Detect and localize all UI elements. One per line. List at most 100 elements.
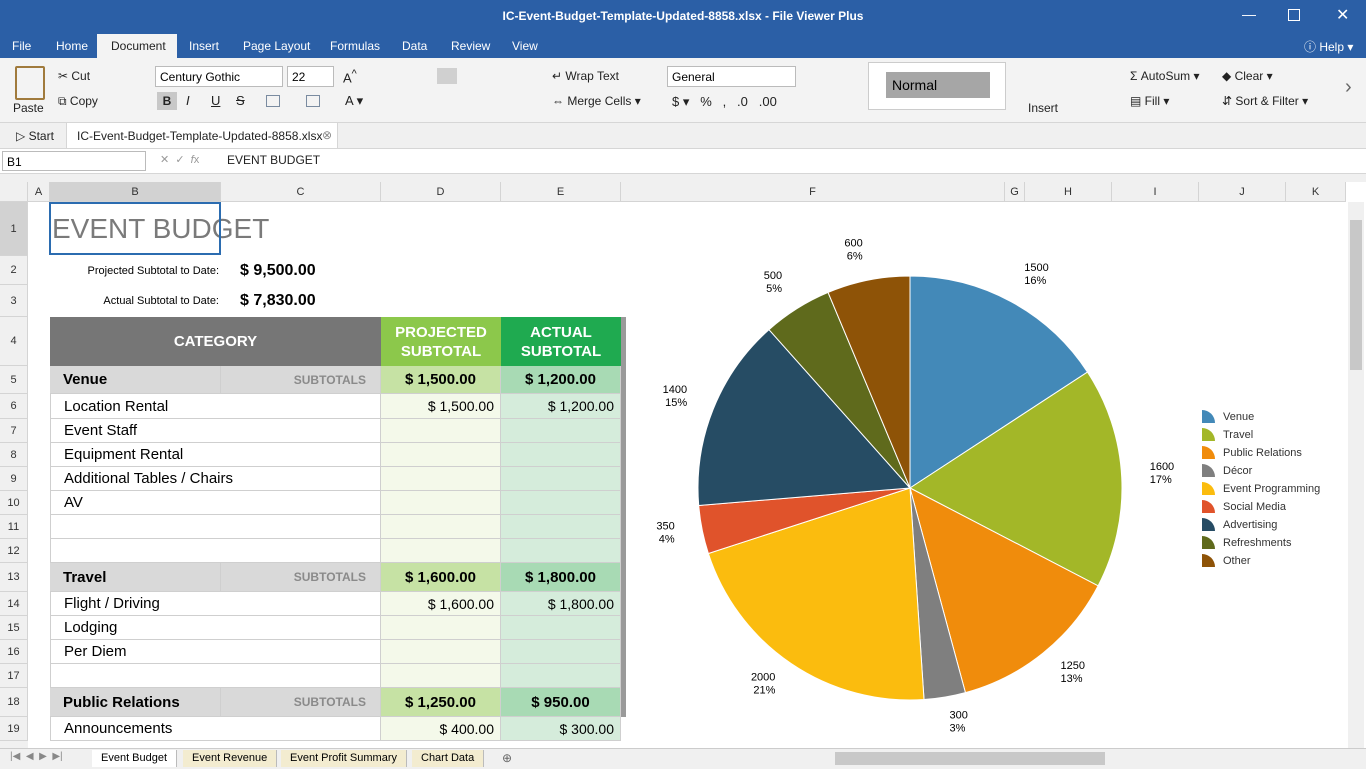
- legend-swatch: [1202, 518, 1215, 531]
- clear-button[interactable]: ◆ Clear ▾: [1222, 69, 1273, 83]
- number-format-select[interactable]: General: [667, 66, 796, 87]
- add-sheet[interactable]: ⊕: [502, 751, 513, 765]
- italic-button[interactable]: I: [186, 93, 190, 108]
- sheet-tab[interactable]: Event Profit Summary: [281, 750, 407, 767]
- document-tabs: ▷ Start IC-Event-Budget-Template-Updated…: [0, 123, 1366, 149]
- legend-label: Refreshments: [1223, 537, 1292, 549]
- legend-label: Venue: [1223, 411, 1254, 423]
- data-label-value: 500: [764, 270, 782, 282]
- paste-label[interactable]: Paste: [13, 101, 44, 115]
- splitter: [0, 174, 1366, 182]
- minimize-button[interactable]: —: [1242, 6, 1256, 22]
- fill-label: Fill: [1144, 94, 1160, 108]
- active-tab-bg: [97, 34, 177, 58]
- font-color-button[interactable]: A ▾: [345, 93, 364, 108]
- data-label-percent: 15%: [665, 397, 687, 409]
- sheet-nav[interactable]: |◀ ◀ ▶ ▶|: [10, 751, 63, 762]
- data-label-percent: 5%: [766, 283, 782, 295]
- maximize-button[interactable]: [1288, 9, 1300, 21]
- data-label-value: 350: [656, 520, 674, 532]
- percent-sign: %: [766, 685, 776, 697]
- underline-button[interactable]: U: [211, 93, 221, 108]
- pie-slice: [827, 275, 911, 489]
- sheet-tab[interactable]: Event Revenue: [183, 750, 278, 767]
- start-tab[interactable]: ▷ Start: [16, 129, 54, 143]
- legend-swatch: [1202, 554, 1215, 567]
- menu-tab[interactable]: File: [12, 39, 32, 53]
- help-menu[interactable]: ⓘ Help ▾: [1304, 40, 1354, 54]
- pie-slice: [707, 487, 925, 701]
- sort-filter-button[interactable]: ⇵ Sort & Filter ▾: [1222, 94, 1309, 108]
- menu-tab[interactable]: Formulas: [330, 39, 381, 53]
- data-label-percent: 3%: [950, 723, 966, 735]
- number-format-buttons[interactable]: $ ▾ % , .0 .00: [672, 94, 777, 109]
- grow-font[interactable]: A^: [343, 68, 357, 86]
- menu-tab[interactable]: Home: [56, 39, 89, 53]
- copy-button[interactable]: ⧉ Copy: [58, 94, 98, 108]
- bold-button[interactable]: B: [157, 92, 177, 110]
- data-label-value: 1400: [663, 384, 687, 396]
- menu-tab[interactable]: View: [512, 39, 538, 53]
- legend-swatch: [1202, 464, 1215, 477]
- legend-label: Other: [1223, 555, 1251, 567]
- data-label-value: 1250: [1061, 660, 1085, 672]
- data-label-percent: 16%: [1024, 275, 1046, 287]
- menu-tab[interactable]: Data: [402, 39, 428, 53]
- sort-label: Sort & Filter: [1235, 94, 1299, 108]
- formula-content[interactable]: EVENT BUDGET: [227, 153, 321, 167]
- percent-sign: %: [853, 251, 863, 263]
- fill-color-button[interactable]: [306, 95, 320, 107]
- fill-button[interactable]: ▤ Fill ▾: [1130, 94, 1170, 108]
- menu-tab[interactable]: Document: [111, 39, 166, 53]
- data-label-value: 300: [950, 710, 968, 722]
- wrap-text-button[interactable]: ↵ Wrap Text: [552, 69, 619, 83]
- style-normal[interactable]: Normal: [886, 72, 990, 98]
- sheet-tab[interactable]: Chart Data: [412, 750, 485, 767]
- legend-label: Event Programming: [1223, 483, 1320, 495]
- legend-swatch: [1202, 446, 1215, 459]
- legend-label: Advertising: [1223, 519, 1277, 531]
- data-label-percent: 4%: [659, 533, 675, 545]
- cut-label: Cut: [71, 69, 91, 83]
- file-tab-label: IC-Event-Budget-Template-Updated-8858.xl…: [77, 129, 323, 143]
- h-scrollbar[interactable]: [835, 752, 1105, 765]
- pie-slice: [909, 371, 1123, 587]
- align-middle-button[interactable]: [437, 68, 457, 84]
- copy-label: Copy: [69, 94, 98, 108]
- file-tab-close[interactable]: ⊗: [322, 128, 333, 142]
- data-label-percent: 21%: [753, 685, 775, 697]
- paste-icon[interactable]: [15, 66, 45, 100]
- title-bar: IC-Event-Budget-Template-Updated-8858.xl…: [0, 0, 1366, 32]
- cut-button[interactable]: ✂ Cut: [58, 69, 91, 83]
- percent-sign: %: [772, 283, 782, 295]
- menu-tab[interactable]: Page Layout: [243, 39, 311, 53]
- insert-cells-button[interactable]: Insert: [1028, 101, 1059, 115]
- clear-label: Clear: [1234, 69, 1264, 83]
- menu-tab[interactable]: Review: [451, 39, 491, 53]
- percent-sign: %: [1036, 275, 1046, 287]
- file-tab[interactable]: IC-Event-Budget-Template-Updated-8858.xl…: [66, 123, 338, 148]
- sheet-tab-bar: |◀ ◀ ▶ ▶| Event Budget Event Revenue Event…: [0, 748, 1366, 769]
- merge-button[interactable]: ⇔ Merge Cells ▾: [552, 94, 641, 108]
- borders-button[interactable]: [266, 95, 280, 107]
- legend-swatch: [1202, 482, 1215, 495]
- strike-button[interactable]: S: [236, 93, 245, 108]
- name-box[interactable]: B1: [2, 151, 146, 171]
- legend-label: Social Media: [1223, 501, 1287, 513]
- data-label-percent: 17%: [1150, 474, 1172, 486]
- legend-label: Travel: [1223, 429, 1253, 441]
- font-select[interactable]: Century Gothic: [155, 66, 283, 87]
- formula-buttons[interactable]: ✕ ✓ fx: [160, 154, 200, 166]
- menu-tab[interactable]: Insert: [189, 39, 220, 53]
- pie-slice: [909, 487, 1099, 694]
- autosum-button[interactable]: Σ AutoSum ▾: [1130, 69, 1200, 83]
- close-button[interactable]: ✕: [1336, 7, 1350, 24]
- size-select[interactable]: 22: [287, 66, 334, 87]
- ribbon-scroll[interactable]: ›: [1345, 76, 1352, 98]
- pie-slice: [697, 328, 912, 507]
- sheet-tab[interactable]: Event Budget: [92, 750, 178, 767]
- data-label-value: 1600: [1150, 461, 1174, 473]
- wrap-label: Wrap Text: [565, 69, 619, 83]
